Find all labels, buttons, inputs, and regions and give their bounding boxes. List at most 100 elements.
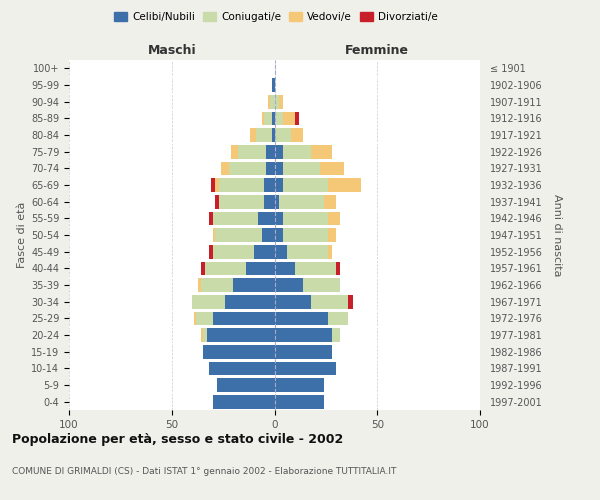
Bar [266, 145, 275, 158]
Bar [275, 162, 283, 175]
Bar [238, 145, 266, 158]
Bar [275, 362, 336, 375]
Bar [215, 178, 219, 192]
Text: COMUNE DI GRIMALDI (CS) - Dati ISTAT 1° gennaio 2002 - Elaborazione TUTTITALIA.I: COMUNE DI GRIMALDI (CS) - Dati ISTAT 1° … [12, 468, 397, 476]
Bar [275, 245, 287, 258]
Bar [283, 228, 328, 242]
Text: Femmine: Femmine [345, 44, 409, 57]
Bar [205, 262, 246, 275]
Bar [332, 328, 340, 342]
Bar [233, 278, 275, 292]
Bar [219, 195, 264, 208]
Bar [311, 145, 332, 158]
Y-axis label: Fasce di età: Fasce di età [17, 202, 27, 268]
Bar [221, 162, 229, 175]
Bar [200, 262, 205, 275]
Bar [295, 262, 336, 275]
Bar [275, 195, 278, 208]
Bar [275, 378, 324, 392]
Bar [209, 212, 213, 225]
Bar [254, 245, 275, 258]
Bar [275, 278, 303, 292]
Bar [311, 295, 349, 308]
Text: Maschi: Maschi [148, 44, 196, 57]
Bar [264, 195, 275, 208]
Bar [203, 345, 275, 358]
Text: Popolazione per età, sesso e stato civile - 2002: Popolazione per età, sesso e stato civil… [12, 432, 343, 446]
Bar [328, 245, 332, 258]
Bar [209, 245, 213, 258]
Bar [295, 112, 299, 125]
Bar [283, 112, 295, 125]
Bar [213, 212, 258, 225]
Bar [324, 195, 336, 208]
Bar [278, 195, 324, 208]
Bar [275, 295, 311, 308]
Bar [213, 312, 275, 325]
Bar [328, 312, 349, 325]
Bar [209, 362, 275, 375]
Bar [213, 245, 254, 258]
Bar [283, 145, 311, 158]
Bar [264, 178, 275, 192]
Bar [328, 178, 361, 192]
Bar [200, 328, 203, 342]
Bar [283, 212, 328, 225]
Bar [275, 395, 324, 408]
Legend: Celibi/Nubili, Coniugati/e, Vedovi/e, Divorziati/e: Celibi/Nubili, Coniugati/e, Vedovi/e, Di… [110, 8, 442, 26]
Bar [287, 245, 328, 258]
Bar [200, 278, 233, 292]
Bar [275, 312, 328, 325]
Bar [283, 178, 328, 192]
Bar [211, 178, 215, 192]
Bar [349, 295, 353, 308]
Bar [196, 312, 213, 325]
Bar [328, 228, 336, 242]
Bar [246, 262, 275, 275]
Bar [291, 128, 303, 142]
Bar [203, 328, 206, 342]
Bar [275, 178, 283, 192]
Bar [213, 395, 275, 408]
Bar [213, 228, 215, 242]
Bar [271, 95, 275, 108]
Bar [264, 112, 272, 125]
Bar [303, 278, 340, 292]
Bar [258, 212, 275, 225]
Bar [225, 295, 275, 308]
Bar [275, 128, 291, 142]
Bar [275, 228, 283, 242]
Bar [229, 162, 266, 175]
Bar [193, 295, 225, 308]
Bar [266, 162, 275, 175]
Bar [215, 228, 262, 242]
Bar [275, 262, 295, 275]
Bar [328, 212, 340, 225]
Bar [275, 112, 283, 125]
Bar [262, 112, 264, 125]
Bar [262, 228, 275, 242]
Bar [275, 328, 332, 342]
Bar [272, 112, 275, 125]
Bar [336, 262, 340, 275]
Bar [199, 278, 200, 292]
Bar [215, 195, 219, 208]
Bar [278, 95, 283, 108]
Bar [272, 78, 275, 92]
Bar [250, 128, 256, 142]
Bar [232, 145, 238, 158]
Bar [206, 328, 275, 342]
Bar [320, 162, 344, 175]
Bar [275, 145, 283, 158]
Y-axis label: Anni di nascita: Anni di nascita [552, 194, 562, 276]
Bar [275, 345, 332, 358]
Bar [268, 95, 271, 108]
Bar [217, 378, 275, 392]
Bar [272, 128, 275, 142]
Bar [275, 212, 283, 225]
Bar [219, 178, 264, 192]
Bar [283, 162, 320, 175]
Bar [256, 128, 272, 142]
Bar [194, 312, 196, 325]
Bar [275, 95, 278, 108]
